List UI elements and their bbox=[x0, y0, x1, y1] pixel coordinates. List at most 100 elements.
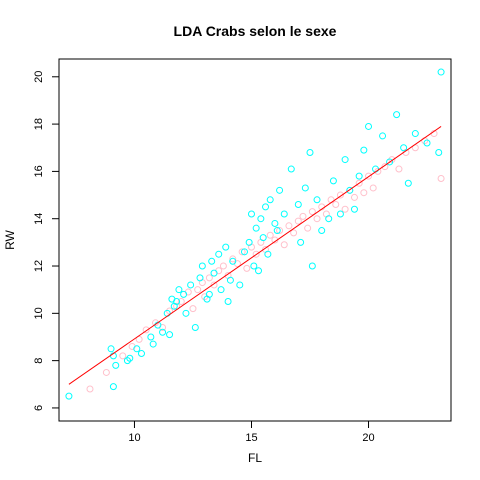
data-point bbox=[217, 286, 225, 294]
data-point bbox=[308, 262, 316, 270]
data-point bbox=[208, 257, 216, 265]
data-point bbox=[325, 215, 333, 223]
data-point bbox=[381, 163, 389, 171]
y-tick-label: 20 bbox=[33, 71, 45, 83]
data-point bbox=[182, 309, 190, 317]
data-point bbox=[294, 201, 302, 209]
data-point bbox=[236, 281, 244, 289]
data-point bbox=[350, 205, 358, 213]
data-point bbox=[297, 238, 305, 246]
data-point bbox=[287, 165, 295, 173]
y-tick-label: 16 bbox=[33, 165, 45, 177]
data-point bbox=[137, 350, 145, 358]
data-point bbox=[276, 227, 284, 235]
data-point bbox=[240, 248, 248, 256]
fit-layer bbox=[68, 126, 442, 385]
data-point bbox=[266, 196, 274, 204]
data-point bbox=[350, 193, 358, 201]
data-point bbox=[404, 179, 412, 187]
data-point bbox=[332, 201, 340, 209]
data-point bbox=[365, 122, 373, 130]
data-point bbox=[166, 331, 174, 339]
y-tick-label: 10 bbox=[33, 307, 45, 319]
data-point bbox=[271, 219, 279, 227]
data-point bbox=[276, 186, 284, 194]
data-point bbox=[257, 215, 265, 223]
data-point bbox=[119, 352, 127, 360]
data-point bbox=[308, 208, 316, 216]
chart-title: LDA Crabs selon le sexe bbox=[174, 23, 337, 39]
data-point bbox=[173, 298, 181, 305]
x-tick-label: 10 bbox=[128, 432, 140, 444]
data-point bbox=[210, 269, 218, 277]
x-axis-label: FL bbox=[248, 451, 262, 465]
data-point bbox=[262, 203, 270, 211]
data-point bbox=[191, 324, 199, 332]
y-tick-label: 8 bbox=[33, 358, 45, 364]
data-point bbox=[252, 250, 260, 258]
data-point bbox=[280, 241, 288, 249]
data-point bbox=[126, 354, 134, 362]
data-point bbox=[313, 215, 321, 223]
data-point bbox=[301, 184, 309, 192]
data-point bbox=[346, 186, 354, 194]
data-point bbox=[437, 68, 445, 76]
data-point bbox=[86, 385, 94, 393]
data-point bbox=[133, 345, 141, 353]
data-point bbox=[299, 212, 307, 220]
data-point bbox=[341, 156, 349, 164]
data-point bbox=[142, 326, 150, 334]
y-axis: 6 8 10 12 14 16 18 20 bbox=[33, 71, 60, 411]
data-point bbox=[102, 368, 110, 376]
data-point bbox=[294, 217, 302, 225]
data-point bbox=[245, 238, 253, 246]
y-tick-label: 14 bbox=[33, 213, 45, 225]
data-point bbox=[65, 392, 73, 400]
x-tick-label: 15 bbox=[245, 432, 257, 444]
data-point bbox=[437, 175, 445, 182]
data-point bbox=[205, 290, 213, 298]
data-point bbox=[400, 144, 408, 152]
data-point bbox=[229, 255, 237, 263]
data-point bbox=[266, 231, 274, 239]
data-point bbox=[379, 132, 387, 140]
data-point bbox=[250, 262, 258, 270]
data-point bbox=[435, 148, 443, 156]
y-tick-label: 18 bbox=[33, 118, 45, 130]
data-point bbox=[189, 305, 197, 313]
data-point bbox=[226, 276, 234, 284]
data-point bbox=[255, 267, 263, 275]
data-point bbox=[229, 257, 237, 265]
x-tick-label: 20 bbox=[362, 432, 374, 444]
data-point bbox=[329, 177, 337, 185]
data-point bbox=[222, 243, 230, 251]
data-point bbox=[327, 196, 335, 204]
plot-box bbox=[58, 58, 452, 422]
data-point bbox=[280, 210, 288, 218]
y-tick-label: 12 bbox=[33, 260, 45, 272]
data-point bbox=[238, 248, 246, 256]
data-point bbox=[304, 224, 312, 232]
data-point bbox=[306, 148, 314, 156]
data-point bbox=[247, 210, 255, 218]
data-point bbox=[386, 158, 394, 166]
y-axis-label: RW bbox=[3, 229, 17, 249]
data-point bbox=[198, 262, 206, 270]
data-point bbox=[341, 205, 349, 213]
y-tick-label: 6 bbox=[33, 405, 45, 411]
data-point bbox=[336, 210, 344, 218]
data-point bbox=[290, 229, 298, 237]
data-point bbox=[175, 286, 183, 294]
data-point bbox=[318, 227, 326, 235]
data-point bbox=[219, 262, 227, 270]
data-point bbox=[360, 189, 368, 197]
data-point bbox=[411, 130, 419, 138]
data-point bbox=[149, 340, 157, 348]
data-point bbox=[109, 383, 117, 391]
data-point bbox=[205, 274, 213, 282]
points-layer bbox=[65, 68, 445, 400]
data-point bbox=[313, 196, 321, 204]
data-point bbox=[215, 250, 223, 258]
x-axis: 10 15 20 bbox=[128, 420, 375, 444]
